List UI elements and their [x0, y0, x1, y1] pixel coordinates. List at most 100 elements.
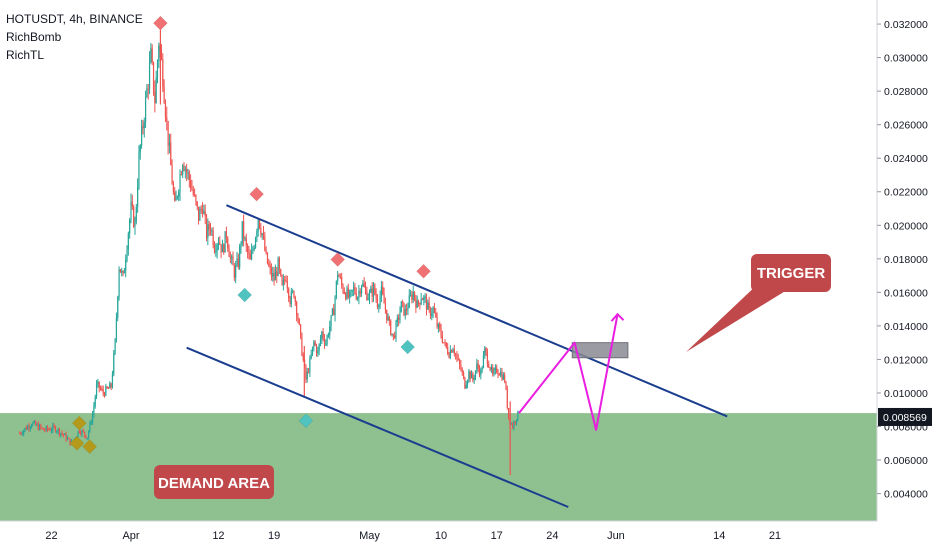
candle-body	[466, 380, 469, 385]
candle-body	[118, 269, 120, 297]
candle-body	[101, 389, 103, 391]
candle-body	[447, 347, 449, 354]
channel-upper-trendline[interactable]	[226, 204, 728, 418]
current-price-label: 0.008569	[883, 412, 927, 424]
candle-body	[473, 377, 475, 380]
time-axis-tick-label: 10	[435, 530, 447, 542]
price-axis-tick-label: 0.022000	[884, 187, 928, 199]
candle-body	[148, 62, 151, 89]
buy-signal-marker	[298, 413, 314, 429]
candle-body	[327, 335, 330, 337]
candle-body	[44, 430, 46, 432]
demand-area-label-box: DEMAND AREA	[154, 465, 274, 499]
time-axis-tick-label: 19	[268, 530, 280, 542]
channel-lower-trendline[interactable]	[186, 346, 569, 508]
candle-body	[115, 317, 118, 340]
candle-body	[452, 349, 454, 353]
price-axis-tick-label: 0.004000	[884, 489, 928, 501]
candle-body	[325, 343, 327, 345]
candle-body	[168, 142, 171, 146]
candle-body	[31, 425, 33, 427]
demand-area-label: DEMAND AREA	[158, 475, 270, 492]
candle-body	[459, 359, 461, 365]
candle-body	[266, 252, 269, 264]
trigger-zone[interactable]	[571, 342, 629, 359]
candle-body	[351, 290, 353, 292]
candle-body	[232, 256, 234, 266]
candle-body	[504, 374, 506, 382]
candle-body	[338, 275, 340, 277]
candle-body	[25, 427, 27, 430]
trigger-callout: TRIGGER	[686, 254, 831, 352]
price-axis-tick-label: 0.014000	[884, 321, 928, 333]
candle-body	[470, 373, 473, 379]
candle-body	[141, 126, 143, 146]
candle-body	[121, 271, 123, 273]
candle-body	[54, 426, 57, 432]
time-axis-tick-label: 14	[713, 530, 725, 542]
candle-body	[420, 299, 422, 305]
candle-body	[207, 224, 209, 239]
candle-body	[353, 286, 355, 291]
candle-body	[388, 317, 390, 321]
candle-body	[474, 370, 477, 378]
indicator-richbomb[interactable]: RichBomb	[6, 30, 62, 44]
candle-body	[84, 431, 86, 436]
candle-body	[443, 342, 445, 344]
candle-body	[24, 427, 26, 431]
candle-body	[411, 294, 413, 300]
time-axis-tick-label: 22	[45, 530, 57, 542]
candle-body	[204, 211, 206, 217]
candle-body	[80, 432, 82, 435]
candle-body	[489, 367, 491, 370]
candle-body	[143, 121, 145, 129]
candle-body	[231, 256, 233, 258]
candle-body	[265, 250, 267, 253]
symbol-title[interactable]: HOTUSDT, 4h, BINANCE	[6, 12, 143, 26]
candle-body	[493, 369, 495, 374]
candle-body	[114, 339, 116, 354]
candle-body	[307, 371, 310, 373]
buy-signal-marker	[400, 339, 416, 355]
candle-body	[240, 243, 242, 247]
time-axis-tick-label: 17	[491, 530, 503, 542]
time-axis-tick-label: May	[359, 530, 380, 542]
candle-body	[398, 317, 400, 320]
projection-arrowhead	[610, 312, 625, 322]
candle-body	[311, 346, 314, 355]
candle-body	[129, 219, 131, 234]
candle-body	[379, 296, 381, 306]
candle-body	[335, 280, 337, 298]
candle-body	[33, 421, 35, 423]
indicator-richtl[interactable]: RichTL	[6, 48, 45, 62]
time-axis-tick-label: Apr	[122, 530, 139, 542]
candle-body	[425, 296, 428, 310]
signal-markers-layer	[69, 15, 431, 454]
candle-body	[201, 209, 204, 214]
candle-body	[496, 367, 498, 373]
candle-body	[363, 283, 365, 288]
candle-body	[384, 303, 386, 310]
candle-body	[445, 342, 447, 348]
neutral-signal-marker	[71, 415, 87, 431]
price-axis-tick-label: 0.028000	[884, 86, 928, 98]
candle-body	[428, 302, 430, 309]
candle-body	[65, 433, 67, 440]
candle-body	[427, 302, 429, 310]
candle-body	[176, 196, 178, 198]
candle-body	[42, 428, 45, 431]
candle-body	[95, 383, 98, 397]
candle-body	[147, 88, 149, 90]
candle-body	[225, 231, 227, 239]
candle-body	[359, 291, 361, 294]
candle-body	[280, 269, 282, 276]
candle-body	[317, 350, 319, 354]
price-axis-tick-label: 0.024000	[884, 153, 928, 165]
candle-body	[221, 244, 224, 253]
candle-body	[292, 291, 294, 293]
candle-body	[341, 277, 343, 286]
candle-body	[41, 427, 43, 429]
projection-path[interactable]	[518, 313, 619, 431]
